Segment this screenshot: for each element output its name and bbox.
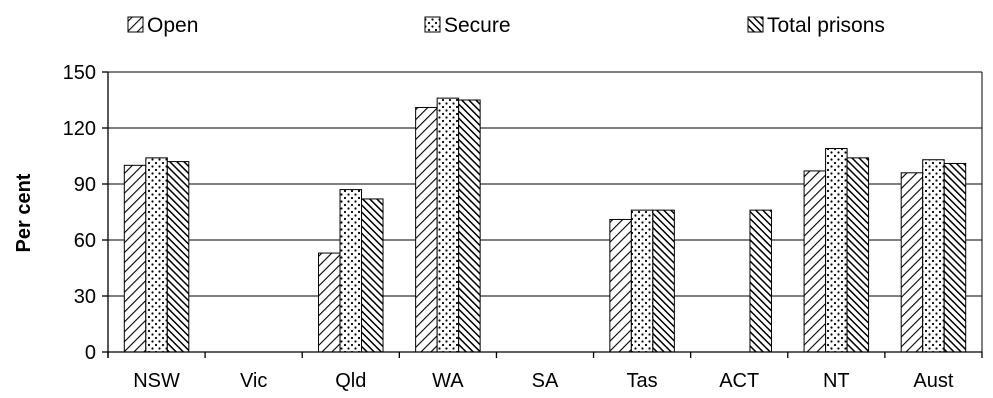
legend-label-secure: Secure xyxy=(444,14,511,37)
legend-swatch-open xyxy=(127,16,144,33)
y-tick-label-90: 90 xyxy=(74,174,96,196)
bar-total-prisons-qld xyxy=(361,198,384,353)
bar-open-aust xyxy=(900,172,924,353)
bar-total-prisons-act xyxy=(749,209,772,353)
x-tick-label-act: ACT xyxy=(719,370,759,392)
legend-label-open: Open xyxy=(147,14,198,37)
bar-total-prisons-aust xyxy=(943,162,967,353)
y-tick-label-150: 150 xyxy=(63,62,96,84)
bar-secure-qld xyxy=(339,189,363,353)
y-tick-labels: 0 30 60 90 120 150 xyxy=(63,62,96,364)
y-tick-label-0: 0 xyxy=(85,342,96,364)
x-tick-label-vic: Vic xyxy=(240,370,267,392)
bar-total-prisons-wa xyxy=(458,99,481,353)
x-tick-label-qld: Qld xyxy=(335,370,366,392)
x-tick-label-aust: Aust xyxy=(913,370,953,392)
bar-secure-aust xyxy=(922,159,945,353)
x-tick-label-sa: SA xyxy=(532,370,559,392)
bar-open-nsw xyxy=(123,164,147,353)
x-tick-labels: NSW Vic Qld WA SA Tas ACT NT Aust xyxy=(133,370,954,392)
y-tick-label-60: 60 xyxy=(74,230,96,252)
y-tick-label-30: 30 xyxy=(74,286,96,308)
bar-open-qld xyxy=(318,252,341,353)
bar-open-tas xyxy=(609,218,632,353)
bar-total-prisons-nsw xyxy=(166,161,190,353)
legend-swatch-secure xyxy=(424,16,441,33)
bar-open-wa xyxy=(415,106,438,353)
y-tick-label-120: 120 xyxy=(63,118,96,140)
bars xyxy=(123,97,967,353)
bar-secure-tas xyxy=(630,209,654,353)
x-tick-label-nt: NT xyxy=(823,370,850,392)
y-axis-title: Per cent xyxy=(13,173,35,252)
legend-swatch-total-prisons xyxy=(747,16,764,33)
x-tick-label-nsw: NSW xyxy=(133,370,180,392)
bar-open-nt xyxy=(803,170,827,353)
bar-secure-wa xyxy=(436,97,460,353)
bar-secure-nsw xyxy=(145,157,168,353)
legend-label-total-prisons: Total prisons xyxy=(767,14,885,37)
x-tick-label-wa: WA xyxy=(432,370,464,392)
bar-secure-nt xyxy=(825,148,848,353)
bar-total-prisons-tas xyxy=(652,209,675,353)
axes xyxy=(102,71,983,358)
legend: Open Secure Total prisons xyxy=(127,14,885,37)
bar-total-prisons-nt xyxy=(846,157,870,353)
x-tick-label-tas: Tas xyxy=(627,370,658,392)
